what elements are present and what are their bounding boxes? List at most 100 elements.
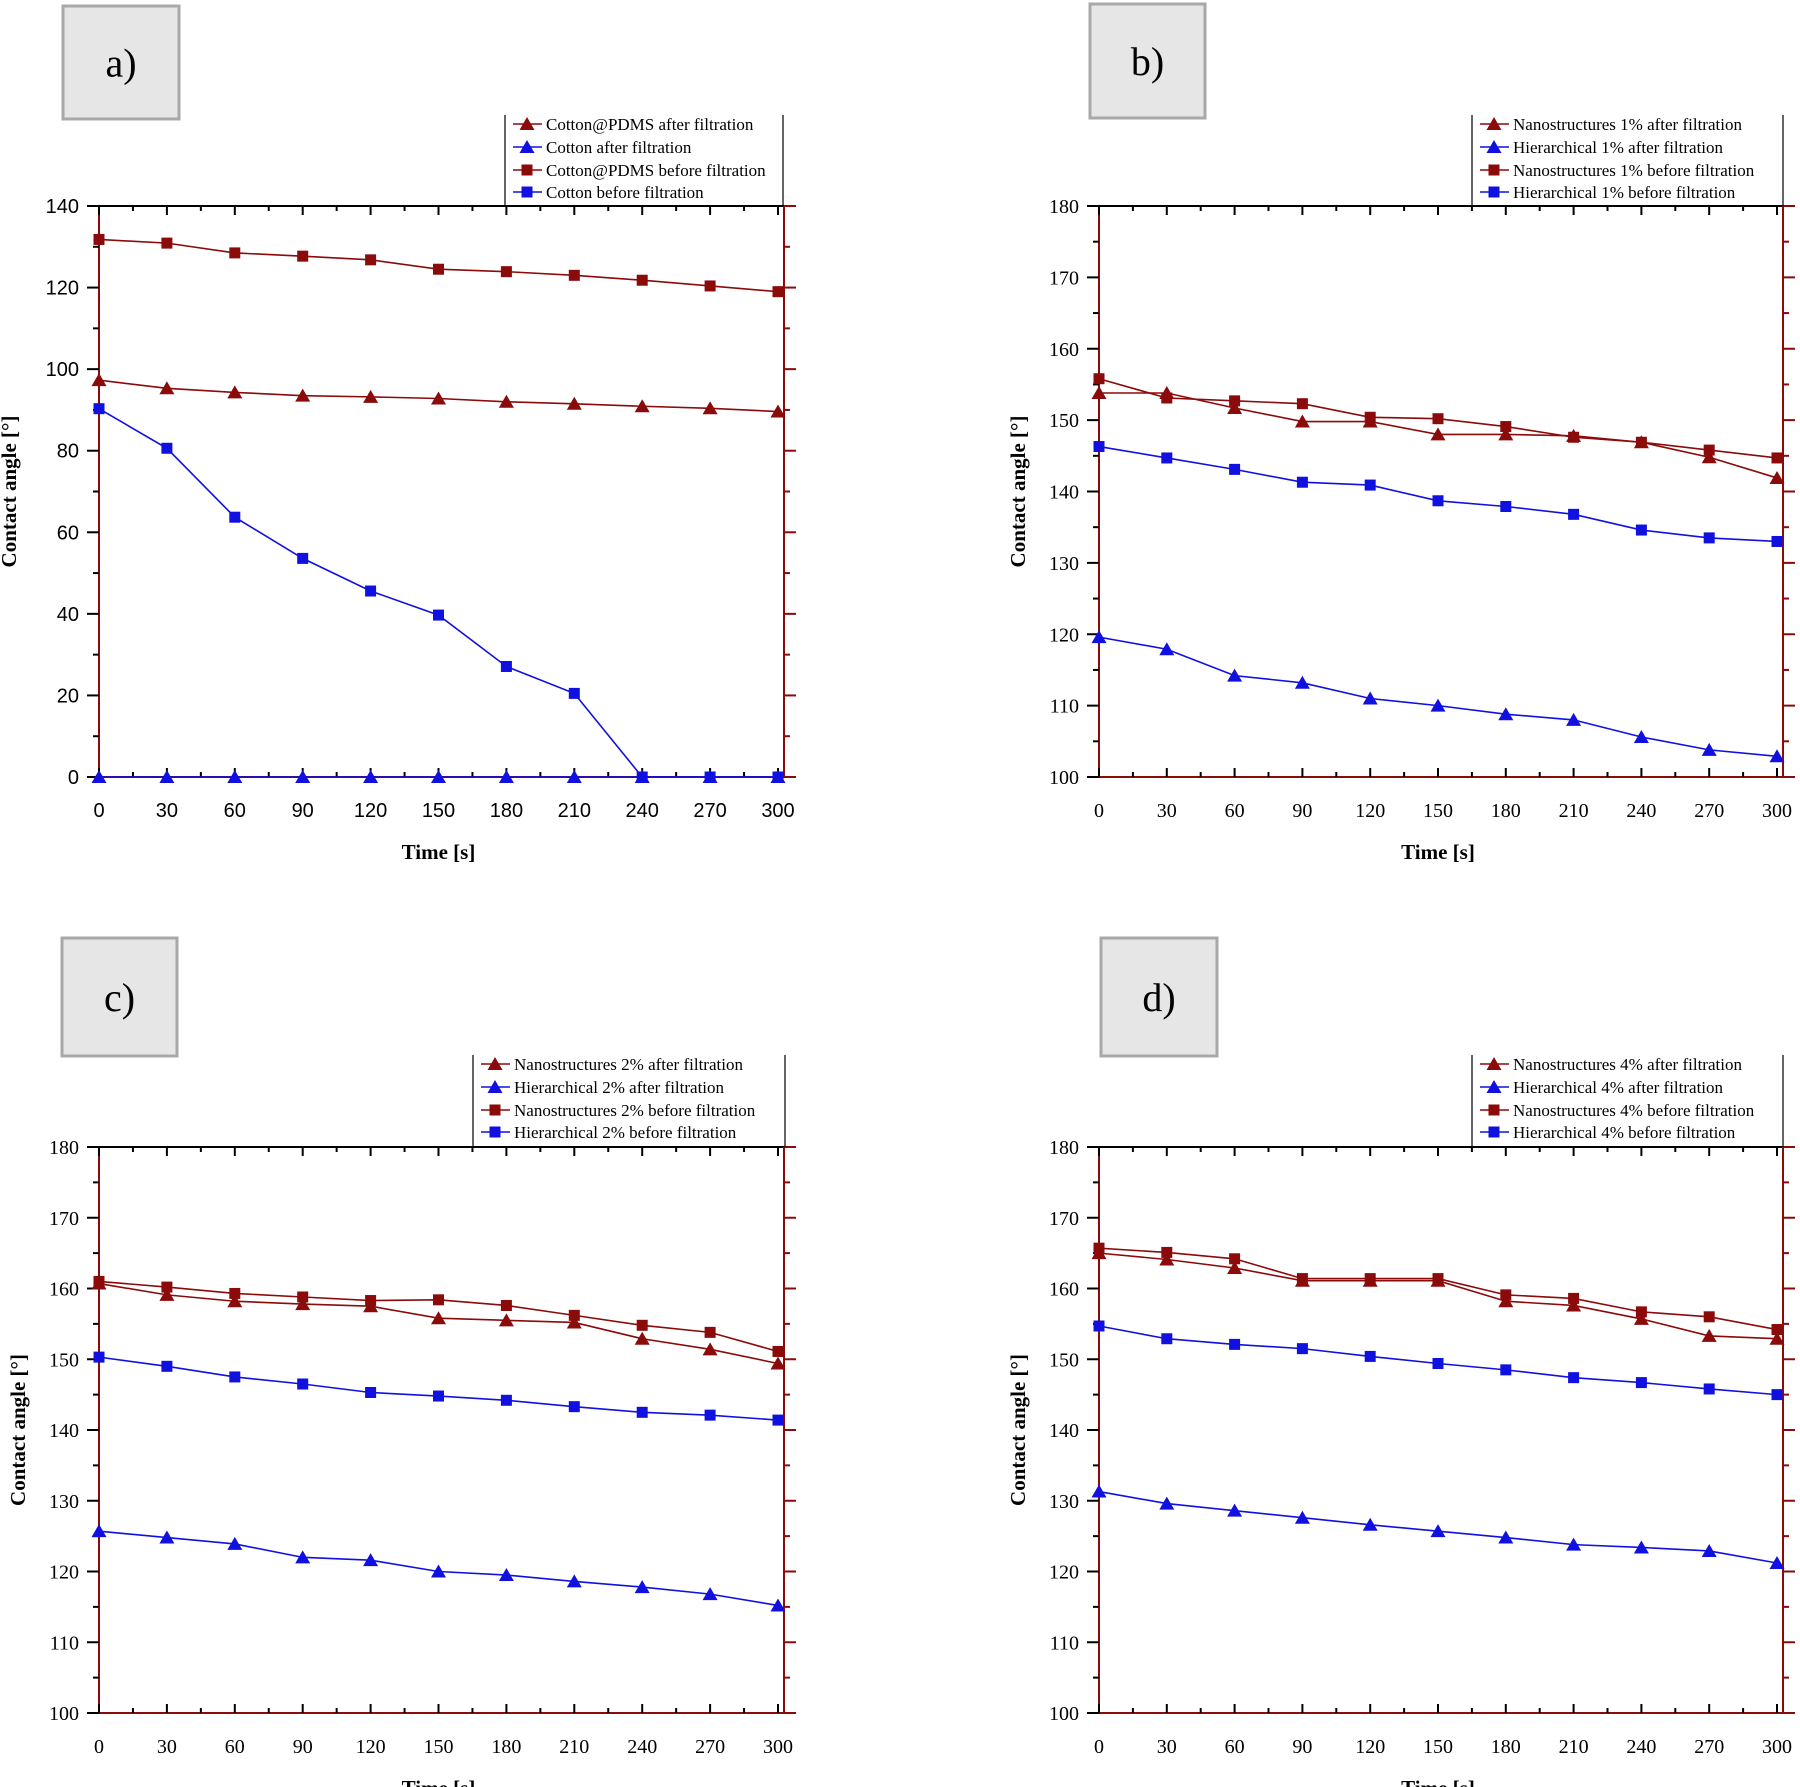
x-tick-label: 300 (1762, 800, 1792, 822)
data-point (1568, 431, 1580, 443)
data-point (1771, 452, 1783, 464)
legend-entry: Hierarchical 1% before filtration (1480, 183, 1736, 202)
series-hierarchical-1-after-filtration (1091, 630, 1785, 763)
x-tick-label: 90 (292, 800, 314, 822)
legend-label: Hierarchical 2% before filtration (514, 1123, 737, 1142)
data-point (1703, 444, 1715, 456)
data-point (1635, 524, 1647, 536)
data-point (566, 770, 582, 783)
x-tick-label: 90 (1292, 1736, 1312, 1758)
legend-entry: Cotton@PDMS after filtration (513, 115, 754, 134)
y-tick-label: 120 (49, 1562, 79, 1584)
data-point (1769, 1331, 1785, 1345)
data-point (1362, 691, 1378, 705)
data-point (1500, 421, 1512, 433)
legend-label: Hierarchical 4% after filtration (1513, 1078, 1724, 1097)
data-point (1635, 1377, 1647, 1389)
legend-entry: Nanostructures 2% before filtration (481, 1101, 756, 1120)
data-point (636, 1319, 648, 1331)
data-point (295, 770, 311, 783)
y-axis-title: Contact angle [°] (1006, 1354, 1030, 1506)
data-point (498, 1313, 514, 1327)
data-point (704, 771, 716, 783)
legend-marker (1488, 1104, 1500, 1116)
legend-label: Cotton@PDMS before filtration (546, 161, 766, 180)
y-tick-label: 0 (68, 767, 79, 789)
data-point (702, 1587, 718, 1601)
legend-label: Nanostructures 2% after filtration (514, 1055, 743, 1074)
x-tick-label: 120 (1355, 800, 1385, 822)
series-nanostructures-4-after-filtration (1091, 1246, 1785, 1345)
data-point (772, 1345, 784, 1357)
data-point (1430, 1524, 1446, 1538)
data-point (433, 1294, 444, 1306)
x-tick-label: 240 (1626, 800, 1656, 822)
data-point (1227, 400, 1243, 414)
y-tick-label: 110 (1050, 696, 1079, 718)
legend: Nanostructures 2% after filtration Hierar… (472, 1055, 786, 1147)
series-nanostructures-2-before-filtration (93, 1275, 784, 1357)
legend-entry: Hierarchical 2% after filtration (481, 1078, 725, 1097)
data-point (161, 1281, 173, 1293)
series-nanostructures-4-before-filtration (1093, 1242, 1783, 1336)
data-point (1093, 441, 1105, 453)
data-point (1227, 1260, 1243, 1274)
data-point (295, 388, 311, 402)
data-point (1432, 1357, 1444, 1369)
legend-label: Cotton@PDMS after filtration (546, 115, 754, 134)
y-tick-label: 150 (49, 1349, 79, 1371)
x-tick-label: 90 (293, 1736, 313, 1758)
x-tick-label: 120 (356, 1736, 386, 1758)
legend-marker (519, 117, 535, 130)
data-point (498, 770, 514, 783)
data-point (93, 403, 105, 415)
legend-entry: Hierarchical 1% after filtration (1480, 138, 1724, 157)
y-tick-label: 20 (57, 685, 79, 707)
data-point (702, 1342, 718, 1356)
data-point (568, 1401, 580, 1413)
data-point (365, 585, 377, 597)
chart-panel-d: d) 0 30 60 90 120 150 180 210 240 270 300 100 110 120 1… (1006, 936, 1795, 1787)
y-tick-label: 160 (1049, 339, 1079, 361)
data-point (91, 1524, 107, 1538)
panel-label: b) (1131, 39, 1164, 84)
data-point (1091, 386, 1107, 400)
data-point (1769, 470, 1785, 484)
data-point (365, 1295, 377, 1307)
y-tick-label: 130 (49, 1491, 79, 1513)
x-tick-label: 0 (1094, 1736, 1104, 1758)
data-point (1500, 500, 1512, 512)
data-point (566, 1315, 582, 1329)
data-point (704, 280, 716, 292)
y-tick-label: 180 (1049, 1137, 1079, 1159)
y-tick-label: 130 (1049, 1491, 1079, 1513)
data-point (1771, 535, 1783, 547)
data-point (159, 770, 175, 783)
y-tick-label: 120 (1049, 624, 1079, 646)
series-hierarchical-4-after-filtration (1091, 1484, 1785, 1570)
legend-label: Hierarchical 2% after filtration (514, 1078, 725, 1097)
panel-label-box (1088, 2, 1207, 120)
x-tick-label: 240 (627, 1736, 657, 1758)
data-point (634, 399, 650, 413)
data-point (229, 1287, 241, 1299)
data-point (229, 1371, 241, 1383)
data-point (1294, 414, 1310, 428)
x-tick-label: 300 (1762, 1736, 1792, 1758)
y-tick-label: 40 (57, 604, 79, 626)
data-point (365, 1387, 377, 1399)
x-tick-label: 270 (695, 1736, 725, 1758)
data-point (1294, 1510, 1310, 1524)
x-tick-label: 30 (157, 1736, 177, 1758)
data-point (1635, 436, 1647, 448)
x-tick-label: 30 (1157, 1736, 1177, 1758)
x-tick-label: 150 (422, 800, 455, 822)
data-point (634, 1331, 650, 1345)
data-point (297, 1378, 309, 1390)
data-point (1091, 1484, 1107, 1498)
x-tick-label: 0 (1094, 800, 1104, 822)
data-point (1566, 1298, 1582, 1312)
x-tick-label: 180 (491, 1736, 521, 1758)
y-tick-label: 170 (1049, 1208, 1079, 1230)
data-point (1364, 1350, 1376, 1362)
